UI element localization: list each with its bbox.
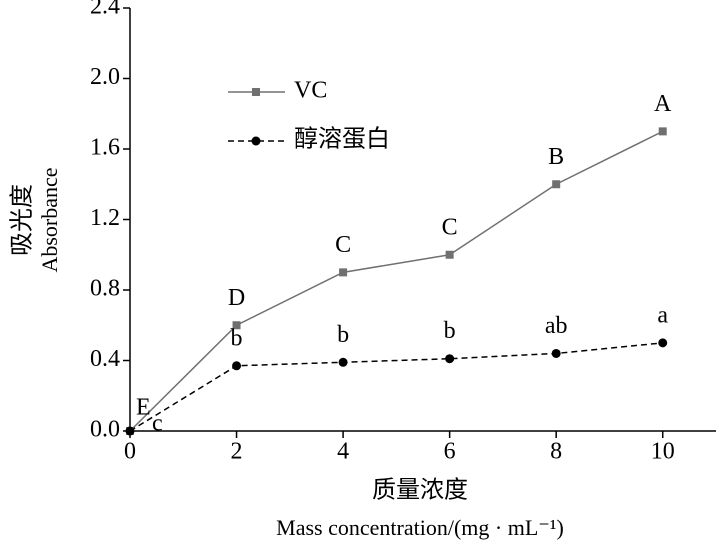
data-point xyxy=(338,357,348,367)
y-tick-label: 0.4 xyxy=(90,346,120,372)
series-line xyxy=(129,342,663,432)
series-line xyxy=(129,130,664,432)
x-tick-label: 4 xyxy=(337,439,349,465)
legend-label: 醇溶蛋白 xyxy=(294,126,390,153)
y-tick-label: 0.0 xyxy=(90,417,120,443)
point-label: E xyxy=(136,395,151,421)
x-tick-label: 2 xyxy=(231,439,243,465)
point-label: C xyxy=(335,232,351,258)
data-point xyxy=(339,268,348,277)
data-point xyxy=(232,361,242,371)
x-tick-label: 10 xyxy=(651,439,675,465)
data-point xyxy=(232,321,241,330)
y-tick-label: 2.0 xyxy=(90,64,120,90)
x-tick-label: 8 xyxy=(550,439,562,465)
data-point xyxy=(445,250,454,259)
legend-marker xyxy=(252,88,260,96)
data-point xyxy=(125,426,135,436)
point-label: b xyxy=(337,322,349,348)
point-label: B xyxy=(548,144,564,170)
point-label: b xyxy=(444,318,456,344)
point-label: C xyxy=(442,214,458,240)
data-point xyxy=(552,180,561,189)
y-tick-label: 0.8 xyxy=(90,276,120,302)
x-tick-label: 0 xyxy=(124,439,136,465)
data-point xyxy=(445,354,455,364)
y-tick-label: 1.6 xyxy=(90,135,120,161)
y-axis-title: 吸光度 xyxy=(9,184,36,256)
data-point xyxy=(658,338,668,348)
legend-label: VC xyxy=(294,78,327,104)
data-point xyxy=(658,127,667,136)
y-axis-title-en: Absorbance xyxy=(37,167,62,272)
point-label: b xyxy=(231,325,243,351)
y-tick-label: 1.2 xyxy=(90,205,120,231)
x-tick-label: 6 xyxy=(444,439,456,465)
y-tick-label: 2.4 xyxy=(90,0,120,20)
point-label: D xyxy=(228,285,245,311)
point-label: ab xyxy=(545,313,568,339)
legend-marker xyxy=(251,136,261,146)
x-axis-title-en: Mass concentration/(mg · mL⁻¹) xyxy=(276,515,564,540)
x-axis-title: 质量浓度 xyxy=(372,477,468,504)
point-label: c xyxy=(152,411,163,437)
data-point xyxy=(551,348,561,358)
point-label: a xyxy=(657,302,668,328)
point-label: A xyxy=(654,91,672,117)
